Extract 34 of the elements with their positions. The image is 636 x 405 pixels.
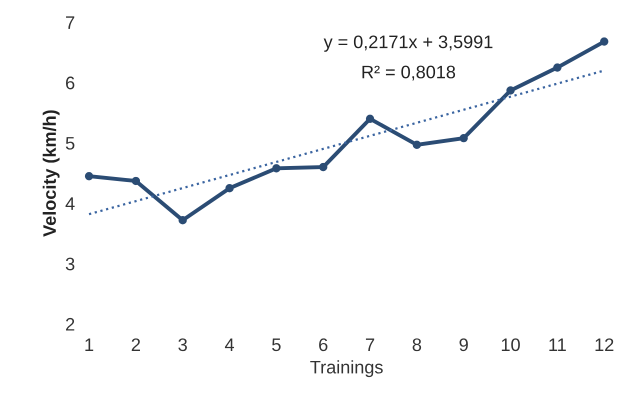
point — [225, 184, 234, 192]
point — [178, 216, 187, 224]
y-axis-title: Velocity (km/h) — [42, 110, 60, 237]
x-tick-label: 12 — [596, 338, 614, 351]
point — [412, 140, 422, 149]
point — [84, 172, 94, 180]
y-tick-label: 2 — [66, 318, 74, 331]
point — [366, 114, 374, 123]
annotation: y = 0,2171x + 3,5991 — [324, 35, 492, 52]
point — [132, 176, 140, 186]
x-tick-label: 7 — [366, 338, 374, 351]
point — [553, 63, 562, 72]
x-tick-label: 9 — [460, 338, 468, 352]
x-tick-label: 3 — [178, 338, 187, 352]
point — [600, 37, 608, 46]
y-tick-label: 7 — [66, 16, 74, 29]
x-tick-label: 1 — [85, 338, 94, 351]
point — [460, 134, 468, 142]
x-tick-label: 6 — [319, 338, 328, 352]
y-tick-label: 6 — [66, 76, 74, 90]
point — [319, 162, 328, 172]
x-tick-label: 10 — [502, 338, 520, 352]
point — [272, 164, 281, 172]
y-tick-label: 3 — [66, 258, 74, 270]
point — [506, 86, 515, 95]
x-tick-label: 11 — [549, 338, 566, 351]
x-tick-label: 4 — [224, 338, 234, 351]
y-tick-label: 5 — [66, 137, 74, 150]
x-tick-label: 8 — [412, 338, 422, 352]
annotation: R² = 0,8018 — [362, 66, 456, 81]
x-tick-label: 5 — [272, 338, 281, 352]
x-tick-label: 2 — [132, 338, 140, 351]
y-tick-label: 4 — [66, 197, 75, 210]
x-axis-title: Trainings — [310, 360, 383, 378]
